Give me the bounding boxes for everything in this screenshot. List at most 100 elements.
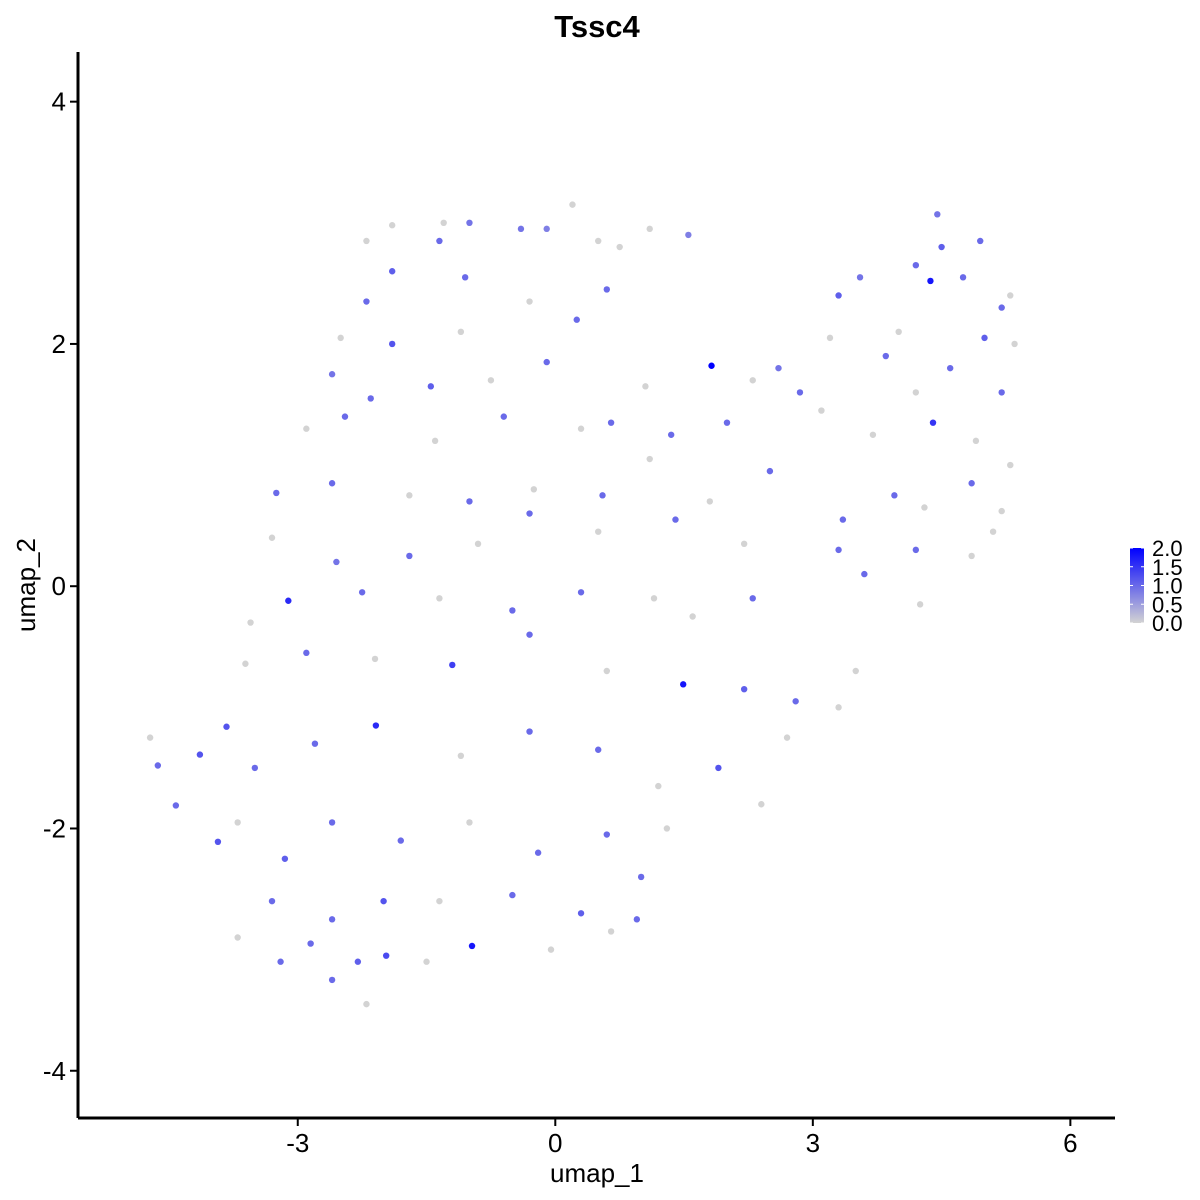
- point: [835, 704, 842, 711]
- point: [607, 928, 615, 935]
- point: [603, 831, 611, 838]
- point: [603, 667, 611, 675]
- y-tick-label: 0: [52, 571, 66, 601]
- point: [839, 516, 847, 523]
- x-tick-label: 0: [548, 1128, 562, 1158]
- point: [427, 383, 435, 390]
- point: [706, 498, 714, 505]
- point: [311, 740, 319, 747]
- point: [388, 222, 396, 229]
- point: [341, 413, 349, 420]
- point: [380, 897, 387, 905]
- color-tick-label: 0.0: [1152, 611, 1183, 636]
- point: [436, 595, 443, 602]
- color-tick-label: 0.5: [1152, 592, 1183, 617]
- point: [223, 723, 230, 730]
- point: [303, 649, 310, 657]
- point: [989, 528, 997, 535]
- point: [749, 377, 756, 384]
- point: [367, 395, 374, 402]
- y-tick-label: -2: [43, 813, 66, 843]
- point: [916, 601, 924, 608]
- point: [247, 619, 254, 626]
- point: [268, 534, 276, 541]
- point: [242, 660, 249, 667]
- point: [818, 407, 825, 414]
- point: [363, 237, 370, 245]
- point: [457, 328, 465, 336]
- point: [358, 589, 366, 596]
- point: [792, 698, 799, 705]
- point: [577, 910, 585, 917]
- point: [449, 661, 456, 669]
- point: [959, 274, 967, 281]
- point: [1011, 340, 1018, 348]
- point: [646, 455, 653, 463]
- point: [328, 916, 336, 923]
- point: [285, 597, 292, 604]
- point: [154, 762, 162, 769]
- color-bar: [1130, 548, 1144, 623]
- point: [607, 419, 615, 426]
- point: [577, 589, 585, 596]
- point: [466, 498, 473, 505]
- point: [517, 225, 525, 233]
- point: [934, 211, 941, 218]
- point: [337, 334, 344, 342]
- point: [595, 746, 602, 753]
- color-tick-label: 2.0: [1152, 536, 1183, 561]
- point: [172, 802, 180, 809]
- point: [547, 946, 555, 953]
- point: [457, 752, 465, 760]
- point: [461, 274, 469, 281]
- point: [307, 940, 314, 947]
- point: [328, 371, 336, 378]
- point: [869, 431, 877, 438]
- chart-title: Tssc4: [554, 9, 640, 44]
- point: [595, 237, 602, 245]
- point: [1007, 461, 1014, 469]
- point: [277, 958, 284, 965]
- point: [655, 782, 662, 790]
- point: [861, 570, 868, 578]
- point: [382, 952, 390, 959]
- point: [642, 383, 649, 390]
- point: [196, 751, 204, 758]
- point: [468, 942, 476, 950]
- point: [595, 528, 602, 535]
- point: [1007, 292, 1014, 299]
- y-tick-label: 2: [52, 329, 66, 359]
- point: [474, 540, 482, 548]
- point: [852, 667, 859, 675]
- point: [921, 504, 928, 511]
- point: [500, 413, 507, 420]
- point: [998, 507, 1005, 515]
- point: [509, 891, 516, 899]
- point: [775, 364, 782, 372]
- point: [573, 316, 580, 323]
- point: [406, 552, 413, 560]
- point: [740, 540, 748, 548]
- point: [981, 334, 988, 342]
- point: [998, 304, 1005, 311]
- point: [406, 492, 413, 499]
- point: [440, 219, 447, 227]
- point: [856, 274, 864, 281]
- point: [534, 849, 542, 856]
- point: [371, 655, 379, 663]
- point: [526, 631, 533, 638]
- point: [646, 225, 653, 233]
- y-tick-label: -4: [43, 1056, 66, 1086]
- point: [466, 819, 473, 826]
- point: [895, 328, 902, 336]
- point: [783, 734, 791, 741]
- point: [273, 489, 280, 497]
- point: [912, 389, 920, 396]
- point: [998, 389, 1005, 396]
- point: [946, 364, 954, 372]
- point: [436, 237, 443, 245]
- point: [436, 897, 443, 905]
- point: [766, 467, 774, 475]
- point: [929, 419, 937, 426]
- point: [835, 292, 842, 299]
